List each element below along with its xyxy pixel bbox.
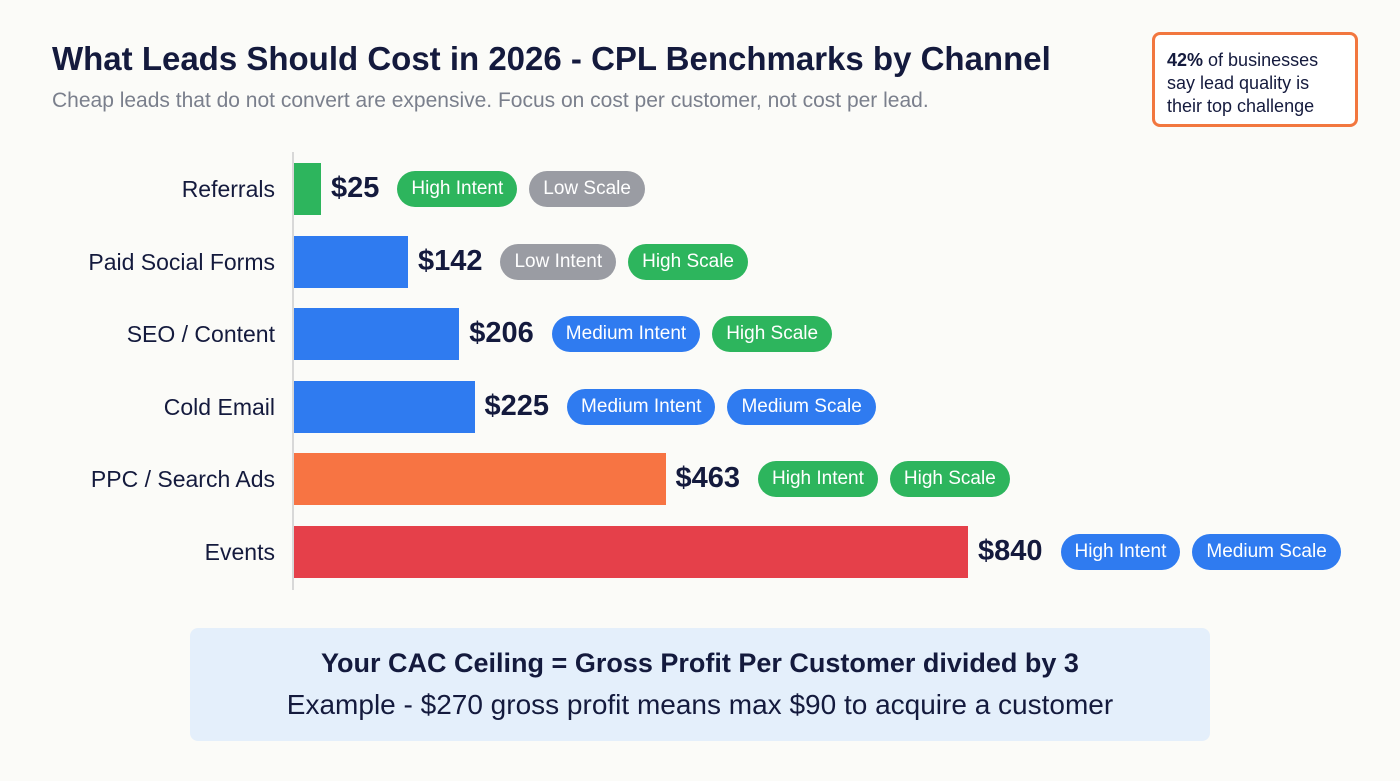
category-label: Events — [204, 539, 275, 565]
cac-ceiling-box: Your CAC Ceiling = Gross Profit Per Cust… — [190, 628, 1210, 741]
category-label: Cold Email — [163, 393, 275, 420]
tag-pill: High Scale — [712, 316, 833, 353]
tag-pill: Low Intent — [500, 243, 617, 280]
bar — [294, 308, 460, 361]
value-label: $142 — [417, 244, 483, 277]
tag-pill: Medium Intent — [567, 388, 716, 425]
bar-row: SEO / Content $206 Medium Intent High Scale — [0, 308, 1400, 361]
category-label: SEO / Content — [126, 321, 275, 348]
value-label: $463 — [675, 462, 741, 495]
chart-title: What Leads Should Cost in 2026 - CPL Ben… — [52, 40, 1051, 77]
bar — [294, 526, 968, 578]
callout-text: of businesses say lead quality is their … — [1167, 50, 1319, 116]
bar — [294, 235, 408, 288]
tag-pill: High Scale — [628, 243, 748, 280]
tag-pill: High Intent — [758, 461, 878, 498]
bar-row: PPC / Search Ads $463 High Intent High Scal… — [0, 453, 1400, 506]
category-label: Referrals — [181, 176, 275, 202]
callout-highlight: 42% — [1167, 50, 1204, 70]
tag-pill: Medium Scale — [727, 388, 876, 425]
tag-pill: High Intent — [397, 171, 518, 207]
category-label: PPC / Search Ads — [90, 466, 275, 493]
category-label: Paid Social Forms — [88, 248, 275, 275]
bar — [294, 453, 666, 506]
value-label: $25 — [331, 172, 380, 204]
cac-example: Example - $270 gross profit means max $9… — [286, 689, 1114, 720]
bar — [294, 380, 475, 433]
tag-pill: High Scale — [889, 461, 1010, 498]
chart-subtitle: Cheap leads that do not convert are expe… — [52, 89, 929, 112]
bar-row: Events $840 High Intent Medium Scale — [0, 526, 1400, 578]
value-label: $225 — [484, 389, 550, 422]
bar-row: Cold Email $225 Medium Intent Medium Scale — [0, 380, 1400, 433]
value-label: $206 — [469, 317, 534, 350]
value-label: $840 — [978, 535, 1043, 567]
y-axis-line — [292, 152, 294, 590]
bar-row: Referrals $25 High Intent Low Scale — [0, 163, 1400, 215]
tag-pill: Low Scale — [529, 171, 645, 207]
bar-row: Paid Social Forms $142 Low Intent High Scal… — [0, 235, 1400, 288]
bar — [294, 163, 321, 215]
tag-pill: Medium Scale — [1192, 534, 1341, 570]
stat-callout: 42% of businesses say lead quality is th… — [1152, 32, 1358, 127]
cac-headline: Your CAC Ceiling = Gross Profit Per Cust… — [321, 648, 1079, 678]
tag-pill: High Intent — [1060, 534, 1181, 570]
tag-pill: Medium Intent — [551, 316, 701, 353]
